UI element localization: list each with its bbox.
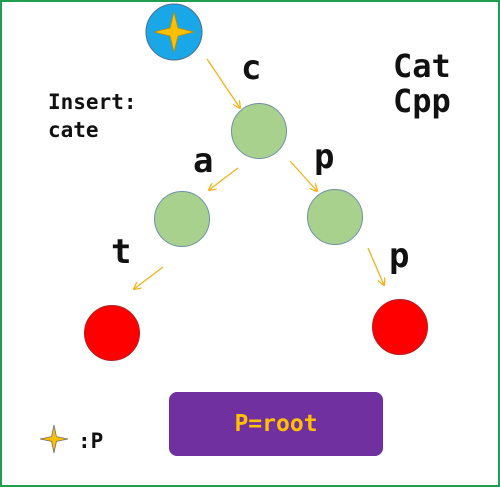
stored-word: Cpp <box>393 82 451 121</box>
insert-word: cate <box>48 118 99 143</box>
edge-arrow-c-a <box>209 167 239 190</box>
edge-arrow-p-p <box>367 247 384 285</box>
stored-word: Cat <box>393 47 451 85</box>
edge-arrow-a-t <box>134 266 164 289</box>
trie-node-cp <box>307 189 363 245</box>
edge-arrow-c-p <box>289 160 317 191</box>
legend-star-icon <box>39 424 69 454</box>
edge-label-a: a <box>193 141 214 181</box>
edge-label-t: t <box>111 232 132 272</box>
trie-leaf-cat <box>84 305 140 361</box>
trie-leaf-cpp <box>372 299 428 355</box>
pointer-status-text: P=root <box>234 411 318 437</box>
pointer-star-icon <box>145 3 203 61</box>
edge-label-p: p <box>314 137 335 177</box>
trie-node-ca <box>154 191 210 247</box>
edge-label-c: c <box>241 48 262 88</box>
insert-caption: Insert: cate <box>48 88 137 145</box>
stored-words: Cat Cpp <box>393 47 451 121</box>
edge-arrow-root-c <box>206 58 240 108</box>
trie-node-c <box>231 103 287 159</box>
edge-label-p-2: p <box>389 236 410 276</box>
insert-label: Insert: <box>48 90 137 114</box>
legend-label: :P <box>78 429 104 453</box>
pointer-status-box: P=root <box>169 392 383 456</box>
